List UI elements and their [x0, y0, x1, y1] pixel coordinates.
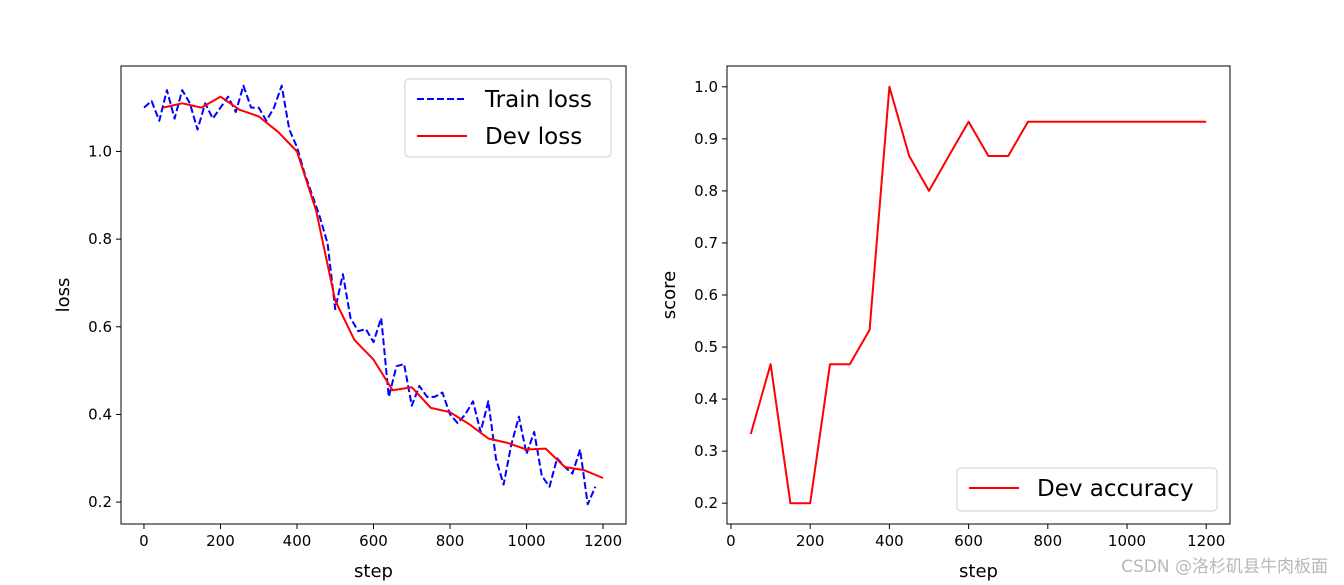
x-tick-label: 400: [283, 532, 312, 550]
y-tick-label: 0.2: [694, 494, 718, 512]
x-axis-label: step: [354, 561, 393, 582]
legend-label: Train loss: [484, 87, 592, 113]
y-tick-label: 0.8: [88, 230, 112, 248]
y-tick-label: 0.4: [88, 405, 112, 423]
watermark: CSDN @洛杉矶县牛肉板面: [1121, 557, 1328, 577]
x-tick-label: 200: [796, 532, 825, 550]
y-tick-label: 1.0: [88, 142, 112, 160]
x-tick-label: 800: [1033, 532, 1062, 550]
legend-box: [404, 78, 612, 158]
x-tick-label: 1000: [507, 532, 545, 550]
x-tick-label: 0: [726, 532, 736, 550]
loss-chart: 0 200 400 600 800 1000 1200 0.2 0.4 0.6 0.8 1.0 step…: [53, 65, 627, 582]
y-tick-label: 0.2: [88, 493, 112, 511]
x-tick-label: 1200: [1187, 532, 1225, 550]
y-tick-label: 0.6: [694, 286, 718, 304]
x-tick-label: 0: [139, 532, 149, 550]
y-tick-label: 1.0: [694, 78, 718, 96]
x-tick-label: 600: [359, 532, 388, 550]
series-line-train-loss: [143, 84, 597, 506]
y-tick-label: 0.5: [694, 338, 718, 356]
legend-label: Dev loss: [485, 124, 582, 150]
x-tick-label: 1200: [584, 532, 622, 550]
x-tick-label: 400: [875, 532, 904, 550]
y-axis-label: loss: [53, 278, 74, 313]
axes-frame: [120, 65, 627, 525]
series-line-dev-accuracy: [749, 85, 1207, 505]
accuracy-chart: 0 200 400 600 800 1000 1200 0.2 0.3 0.4 0.5 0.6 0.7 0…: [659, 65, 1231, 582]
legend-box: [956, 467, 1218, 512]
y-tick-label: 0.8: [694, 182, 718, 200]
x-tick-label: 600: [954, 532, 983, 550]
y-axis-label: score: [659, 271, 680, 319]
y-tick-label: 0.9: [694, 130, 718, 148]
y-tick-label: 0.4: [694, 390, 718, 408]
x-tick-label: 1000: [1108, 532, 1146, 550]
x-tick-label: 200: [206, 532, 235, 550]
y-tick-label: 0.3: [694, 442, 718, 460]
axes-frame: [726, 65, 1231, 525]
y-tick-label: 0.7: [694, 234, 718, 252]
x-axis-label: step: [959, 561, 998, 582]
legend-label: Dev accuracy: [1037, 476, 1194, 502]
y-tick-label: 0.6: [88, 318, 112, 336]
series-line-dev-loss: [162, 95, 604, 479]
x-tick-label: 800: [436, 532, 465, 550]
